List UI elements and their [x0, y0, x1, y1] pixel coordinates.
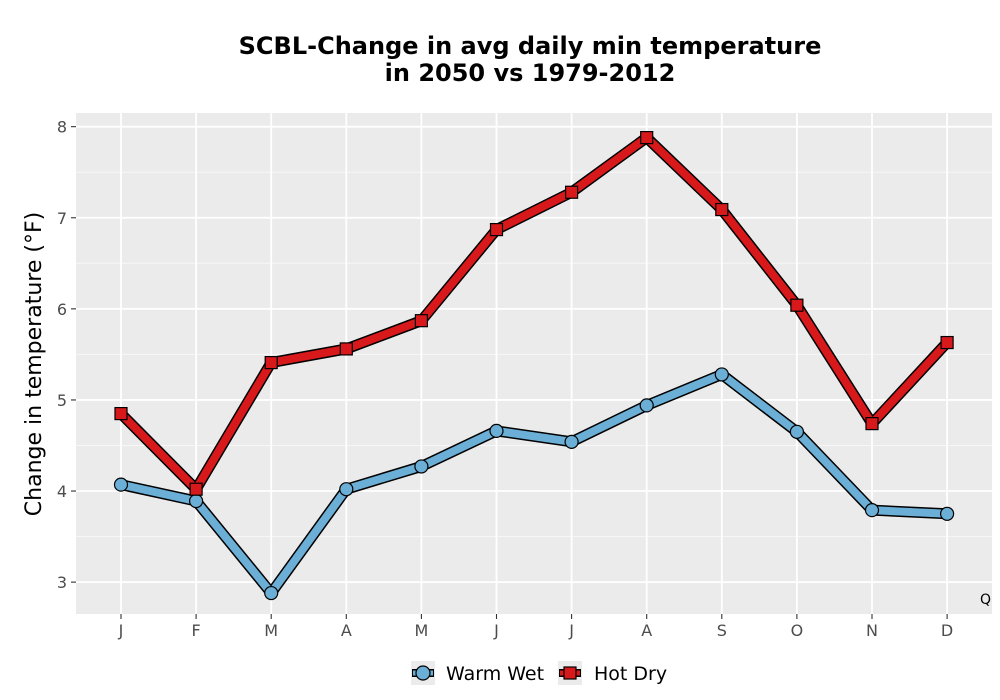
legend: Warm Wet Hot Dry	[411, 661, 667, 685]
x-tick-label: J	[568, 621, 574, 640]
data-point-hot-dry	[339, 342, 353, 356]
data-point-hot-dry	[414, 314, 428, 328]
legend-label-hot-dry: Hot Dry	[594, 663, 667, 685]
chart-title-line-1: SCBL-Change in avg daily min temperature	[239, 32, 822, 60]
series-line-hot-dry	[117, 133, 952, 494]
x-tick-label: N	[866, 621, 878, 640]
data-point-warm-wet	[714, 367, 729, 382]
data-point-hot-dry	[264, 355, 278, 370]
x-tick-label: F	[191, 621, 200, 640]
series-layer	[113, 130, 955, 601]
data-point-hot-dry	[865, 417, 879, 431]
x-tick-label: A	[341, 621, 352, 640]
y-axis-ticks: 3 4 5 6 7 8	[57, 118, 76, 592]
data-point-warm-wet	[564, 434, 579, 449]
x-tick-label: O	[791, 621, 804, 640]
chart-title-line-2: in 2050 vs 1979-2012	[385, 59, 676, 87]
data-point-warm-wet	[189, 493, 204, 509]
data-point-warm-wet	[339, 482, 354, 497]
data-point-hot-dry	[715, 202, 729, 217]
x-tick-label: J	[493, 621, 499, 640]
y-tick-label: 3	[57, 573, 67, 592]
data-point-warm-wet	[864, 503, 880, 518]
data-point-hot-dry	[189, 482, 203, 496]
y-tick-label: 4	[57, 482, 67, 501]
data-point-warm-wet	[113, 477, 129, 492]
data-point-hot-dry	[564, 185, 579, 199]
data-point-warm-wet	[939, 506, 955, 521]
corner-label: Q	[980, 592, 991, 608]
x-tick-label: A	[641, 621, 652, 640]
data-point-hot-dry	[114, 407, 128, 421]
plot-panel	[76, 113, 992, 614]
x-tick-label: D	[941, 621, 953, 640]
data-point-warm-wet	[489, 423, 504, 439]
legend-key-warm-wet-marker	[415, 665, 431, 681]
data-point-warm-wet	[789, 424, 805, 439]
x-tick-label: S	[717, 621, 727, 640]
x-tick-label: M	[264, 621, 278, 640]
data-point-hot-dry	[640, 130, 654, 145]
legend-key-hot-dry-marker	[563, 666, 577, 680]
data-point-warm-wet	[414, 459, 429, 474]
data-point-warm-wet	[639, 398, 654, 413]
y-axis-label: Change in temperature (°F)	[22, 212, 47, 516]
series-line-warm-wet	[117, 370, 952, 598]
data-point-hot-dry	[790, 298, 804, 312]
x-tick-label: M	[414, 621, 428, 640]
y-tick-label: 7	[57, 209, 67, 228]
data-point-hot-dry	[489, 222, 504, 237]
y-tick-label: 8	[57, 118, 67, 137]
x-tick-label: J	[118, 621, 124, 640]
data-point-warm-wet	[264, 585, 279, 601]
y-tick-label: 5	[57, 391, 67, 410]
legend-label-warm-wet: Warm Wet	[446, 663, 544, 685]
data-point-hot-dry	[940, 335, 954, 350]
y-tick-label: 6	[57, 300, 67, 319]
